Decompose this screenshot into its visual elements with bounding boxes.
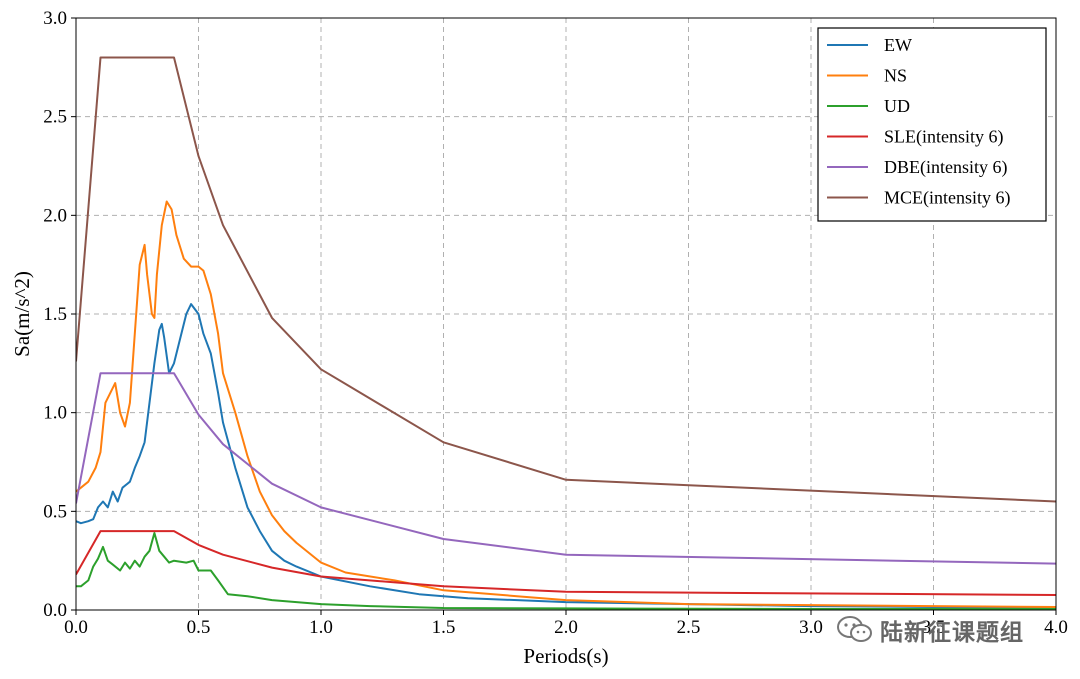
grid-lines xyxy=(76,18,1056,610)
series-line-ew xyxy=(76,303,1056,609)
watermark-text: 陆新征课题组 xyxy=(880,620,1024,646)
legend-label-ew: EW xyxy=(884,35,912,55)
x-tick-label: 0.0 xyxy=(64,617,88,638)
x-axis-label: Periods(s) xyxy=(523,644,608,668)
x-tick-label: 2.0 xyxy=(554,617,578,638)
x-tick-label: 1.5 xyxy=(432,617,456,638)
legend-label-ns: NS xyxy=(884,66,907,86)
series-line-dbe-intensity-6 xyxy=(76,372,1056,565)
legend-label-sle-intensity-6: SLE(intensity 6) xyxy=(884,127,1004,148)
y-tick-label: 0.5 xyxy=(43,501,67,522)
y-tick-label: 0.0 xyxy=(43,600,67,621)
x-tick-label: 1.0 xyxy=(309,617,333,638)
y-tick-label: 1.5 xyxy=(43,304,67,325)
series-line-mce-intensity-6 xyxy=(76,56,1056,503)
y-tick-label: 3.0 xyxy=(43,8,67,29)
series-line-ud xyxy=(76,532,1056,610)
legend-label-mce-intensity-6: MCE(intensity 6) xyxy=(884,188,1011,209)
x-tick-label: 0.5 xyxy=(187,617,211,638)
series-line-sle-intensity-6 xyxy=(76,530,1056,596)
legend-label-ud: UD xyxy=(884,96,910,116)
series-line-ns xyxy=(76,200,1056,608)
legend: EW NS UD SLE(intensity 6) DBE(intensity 6) MC… xyxy=(817,27,1047,222)
series-lines xyxy=(76,56,1056,610)
x-tick-label: 4.0 xyxy=(1044,617,1068,638)
x-tick-label: 3.0 xyxy=(799,617,823,638)
y-tick-label: 2.5 xyxy=(43,107,67,128)
y-tick-label: 2.0 xyxy=(43,205,67,226)
legend-box xyxy=(817,27,1047,222)
y-axis-label: Sa(m/s^2) xyxy=(10,271,34,357)
x-tick-label: 2.5 xyxy=(677,617,701,638)
watermark: 陆新征课题组 xyxy=(836,612,1051,648)
legend-label-dbe-intensity-6: DBE(intensity 6) xyxy=(884,157,1008,178)
x-tick-label: 3.5 xyxy=(922,617,946,638)
y-tick-label: 1.0 xyxy=(43,403,67,424)
axis-ticks: 0.0 0.5 1.0 1.5 2.0 2.5 3.0 3.5 4.0 0.0 0.5 1.0 1.5 2… xyxy=(43,8,1068,638)
wechat-icon xyxy=(837,616,872,642)
